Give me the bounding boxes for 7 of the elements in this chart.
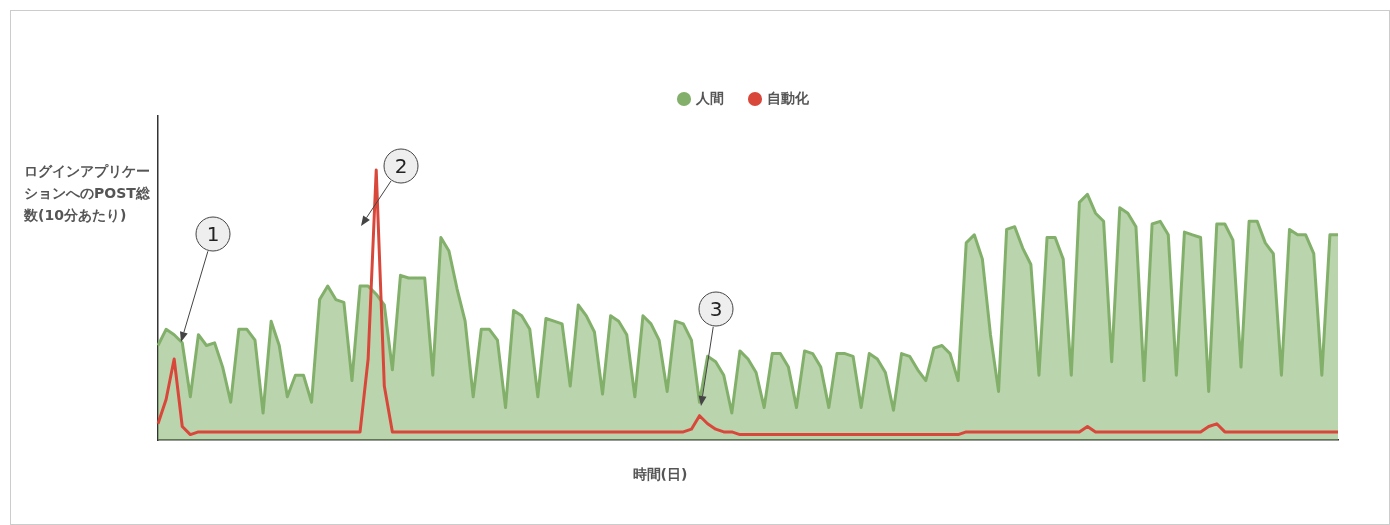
x-axis-title: 時間(日) — [631, 466, 689, 484]
legend-label: 人間 — [695, 89, 724, 106]
annotation: 3 — [709, 297, 723, 321]
annotation: 1 — [206, 222, 220, 246]
annotation: 2 — [394, 154, 408, 178]
legend-label: 自動化 — [767, 89, 810, 106]
y-axis-title: ログインアプリケーションへのPOST総数(10分あたり) — [24, 162, 151, 225]
